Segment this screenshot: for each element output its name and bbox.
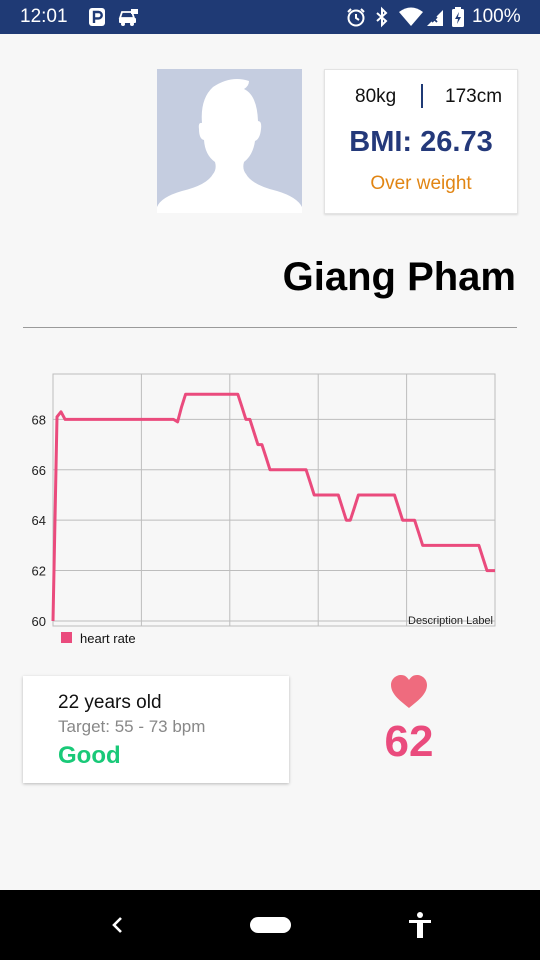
navigation-bar [0, 890, 540, 960]
parking-icon [89, 8, 105, 26]
bluetooth-icon [376, 6, 388, 28]
signal-icon [427, 10, 443, 26]
heart-status-text: Good [58, 742, 121, 769]
accessibility-icon[interactable] [406, 911, 434, 939]
stats-divider [421, 84, 423, 108]
weight-value: 80kg [355, 86, 397, 107]
bmi-label: BMI: [349, 126, 413, 158]
chart-y-ticks: 60 62 64 66 68 [32, 412, 46, 629]
user-name: Giang Pham [282, 255, 516, 299]
bmi-row: BMI: 26.73 [325, 126, 517, 159]
back-icon[interactable] [105, 912, 131, 938]
age-text: 22 years old [58, 692, 162, 713]
y-tick-label: 60 [32, 614, 46, 629]
chart-frame [52, 373, 496, 627]
home-button[interactable] [250, 917, 291, 933]
height-value: 173cm [445, 86, 503, 107]
legend-swatch [61, 632, 72, 643]
alarm-icon [347, 8, 365, 27]
heart-icon [391, 675, 427, 708]
profile-avatar [157, 69, 302, 213]
status-time: 12:01 [20, 6, 68, 27]
chart-description-label: Description Label [408, 615, 493, 627]
heart-rate-chart: 60 62 64 66 68 Description Label heart rate [32, 373, 496, 646]
status-bar: 12:01 100% [0, 0, 540, 34]
battery-icon [452, 7, 464, 27]
car-icon [118, 9, 138, 26]
y-tick-label: 68 [32, 412, 46, 427]
bmi-value: 26.73 [420, 126, 493, 158]
battery-percentage: 100% [472, 6, 521, 27]
y-tick-label: 62 [32, 564, 46, 579]
wifi-icon [399, 7, 423, 26]
legend-label: heart rate [80, 631, 136, 646]
heart-rate-value: 62 [384, 717, 434, 766]
bmi-status: Over weight [370, 173, 472, 194]
section-divider [23, 327, 517, 328]
person-silhouette-icon [157, 79, 302, 213]
y-tick-label: 66 [32, 463, 46, 478]
target-bpm-text: Target: 55 - 73 bpm [58, 717, 206, 736]
chart-grid [52, 373, 496, 627]
y-tick-label: 64 [32, 513, 46, 528]
heart-info-card: 22 years old Target: 55 - 73 bpm Good [23, 676, 289, 783]
body-stats-card: 80kg 173cm BMI: 26.73 Over weight [324, 69, 518, 214]
heart-rate-series-line [51, 392, 495, 622]
